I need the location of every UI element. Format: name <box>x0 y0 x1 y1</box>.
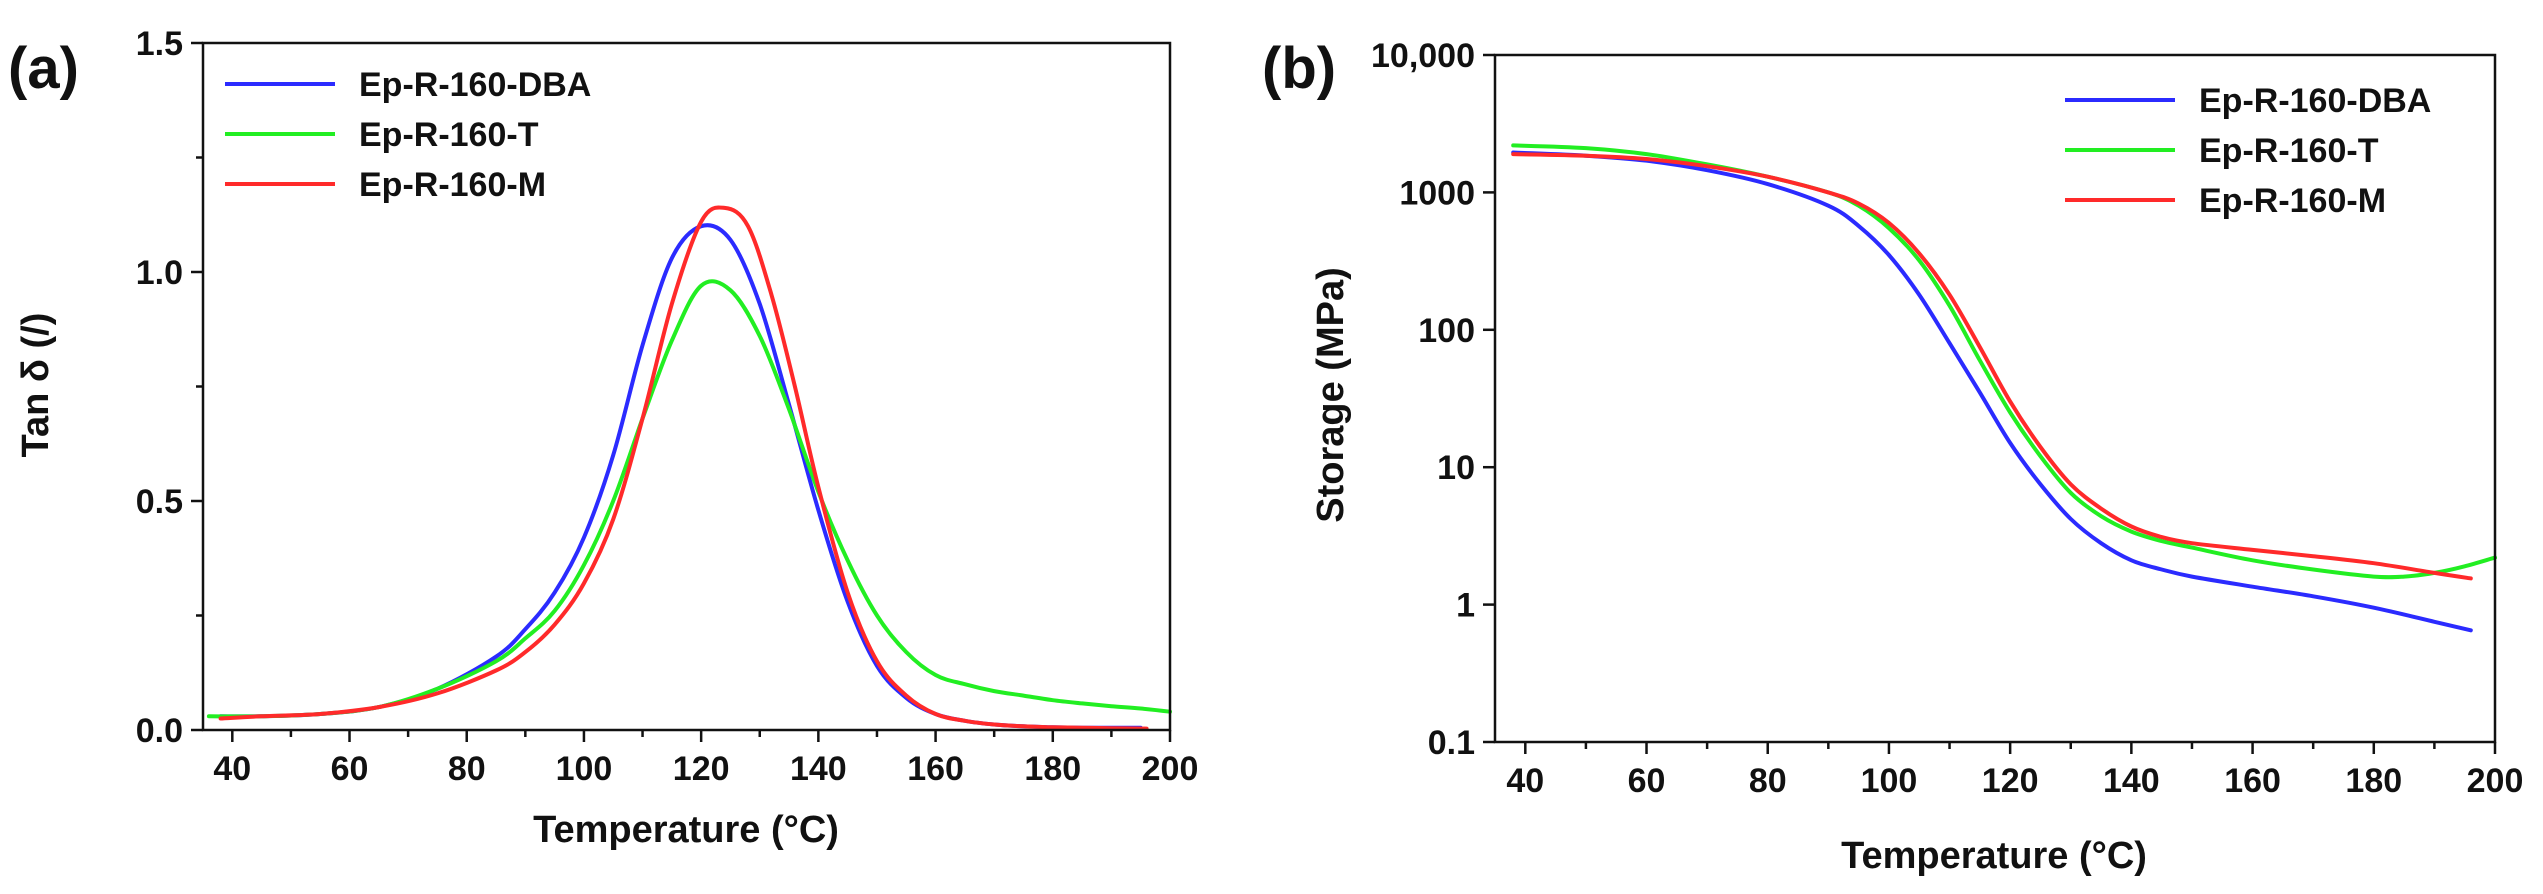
panel-a-y-axis-title: Tan δ (/) <box>15 313 57 458</box>
panel-b-label: (b) <box>1262 36 1336 101</box>
panel-b-y-tick-label: 0.1 <box>1428 724 1475 762</box>
panel-a-legend-label: Ep-R-160-DBA <box>359 66 591 104</box>
panel-a-series-ep-r-160-dba <box>218 223 1143 730</box>
panel-b-storage-modulus-chart: (b) 40 60 80 100 120 140 160 180 200 0.1 1 10 100 100… <box>1262 36 2523 877</box>
panel-b-legend-label: Ep-R-160-DBA <box>2199 82 2431 120</box>
panel-a-x-tick-label: 140 <box>790 750 847 788</box>
panel-a-x-tick-label: 160 <box>907 750 964 788</box>
panel-b-x-tick-label: 140 <box>2103 762 2160 800</box>
panel-a-y-tick-label: 1.0 <box>136 254 183 292</box>
panel-a-x-axis-title: Temperature (°C) <box>533 809 839 851</box>
panel-b-series-ep-r-160-dba <box>1511 150 2473 633</box>
panel-b-legend-label: Ep-R-160-M <box>2199 182 2386 220</box>
panel-a-ticks: 40 60 80 100 120 140 160 180 200 0.0 0.5 1.0 1.5 <box>136 25 1199 788</box>
panel-b-y-tick-label: 10,000 <box>1371 37 1475 75</box>
panel-a-legend: Ep-R-160-DBA Ep-R-160-T Ep-R-160-M <box>225 66 591 204</box>
panel-b-x-tick-label: 100 <box>1861 762 1918 800</box>
panel-a-y-tick-label: 0.5 <box>136 483 183 521</box>
panel-b-x-tick-label: 120 <box>1982 762 2039 800</box>
panel-b-axes-frame <box>1493 53 2497 744</box>
panel-b-legend-label: Ep-R-160-T <box>2199 132 2379 170</box>
panel-a-x-tick-label: 200 <box>1142 750 1199 788</box>
panel-a-axes-frame <box>201 41 1172 732</box>
panel-b-legend: Ep-R-160-DBA Ep-R-160-T Ep-R-160-M <box>2065 82 2431 220</box>
panel-b-x-tick-label: 80 <box>1749 762 1787 800</box>
panel-b-x-tick-label: 180 <box>2345 762 2402 800</box>
panel-b-y-tick-label: 10 <box>1437 449 1475 487</box>
panel-b-y-tick-label: 1 <box>1456 587 1475 625</box>
panel-a-legend-label: Ep-R-160-T <box>359 116 539 154</box>
panel-b-y-tick-label: 100 <box>1418 312 1475 350</box>
panel-a-y-tick-label: 0.0 <box>136 712 183 750</box>
panel-a-series-ep-r-160-m <box>218 205 1149 731</box>
panel-a-x-tick-label: 100 <box>556 750 613 788</box>
panel-a-x-tick-label: 180 <box>1024 750 1081 788</box>
panel-b-x-axis-title: Temperature (°C) <box>1841 835 2147 877</box>
panel-b-x-tick-label: 40 <box>1506 762 1544 800</box>
panel-a-series-lines <box>206 205 1172 731</box>
panel-a-x-tick-label: 120 <box>673 750 730 788</box>
panel-b-ticks: 40 60 80 100 120 140 160 180 200 0.1 1 10 100 1000 10,… <box>1371 37 2523 800</box>
panel-a-label: (a) <box>8 36 79 101</box>
panel-b-y-axis-title: Storage (MPa) <box>1310 267 1352 522</box>
panel-a-series-ep-r-160-t <box>206 279 1172 719</box>
panel-a-y-tick-label: 1.5 <box>136 25 183 63</box>
panel-b-series-ep-r-160-m <box>1511 152 2473 581</box>
panel-b-series-lines <box>1511 143 2497 633</box>
panel-a-x-tick-label: 80 <box>448 750 486 788</box>
panel-b-y-tick-label: 1000 <box>1399 174 1475 212</box>
panel-a-legend-label: Ep-R-160-M <box>359 166 546 204</box>
panel-a-x-tick-label: 40 <box>213 750 251 788</box>
panel-b-x-tick-label: 160 <box>2224 762 2281 800</box>
panel-b-x-tick-label: 60 <box>1628 762 1666 800</box>
panel-b-x-tick-label: 200 <box>2467 762 2524 800</box>
panel-a-tan-delta-chart: (a) 40 60 80 100 120 140 160 180 200 0.0 0.5 1.0 1.5… <box>8 25 1198 851</box>
panel-a-x-tick-label: 60 <box>331 750 369 788</box>
